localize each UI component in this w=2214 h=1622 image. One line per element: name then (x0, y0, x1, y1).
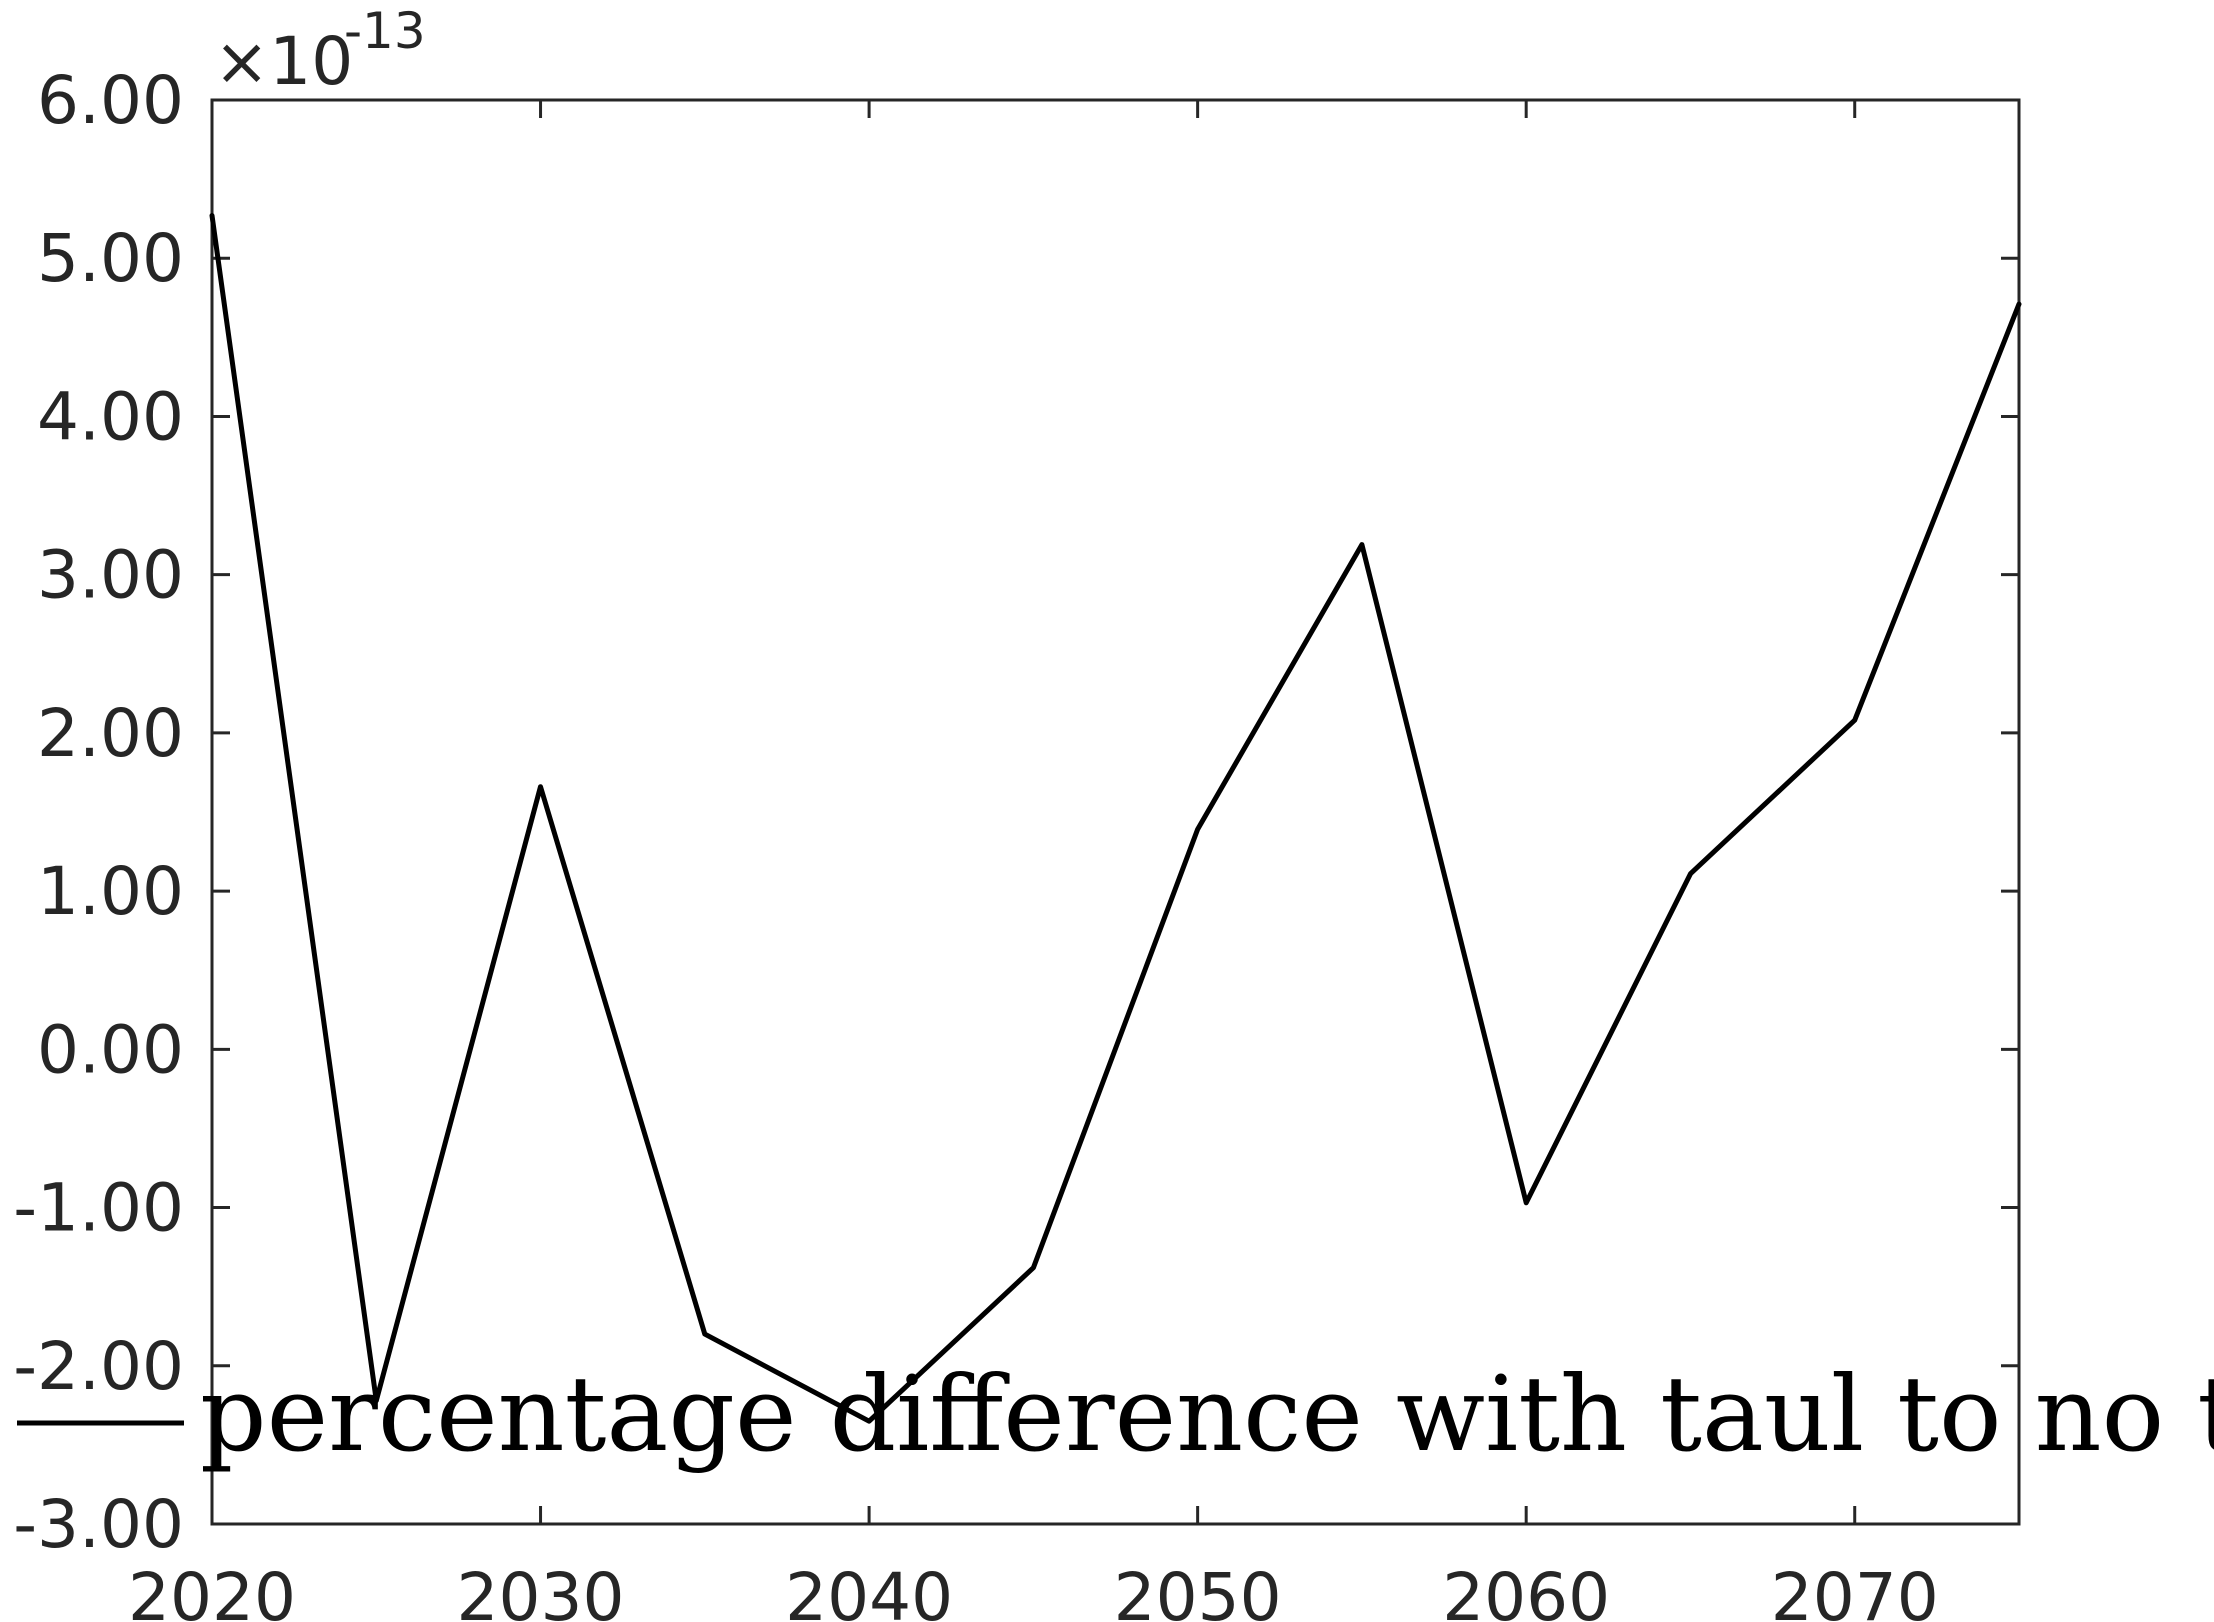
y-exponent-power: -13 (344, 2, 426, 60)
y-tick-label: 2.00 (37, 695, 184, 772)
plot-area (210, 98, 2021, 1526)
x-tick-label: 2030 (457, 1559, 625, 1622)
y-tick-label: 5.00 (37, 220, 184, 297)
legend: percentage difference with taul to no ta… (17, 1353, 2214, 1475)
x-tick-label: 2070 (1771, 1559, 1939, 1622)
legend-entry-label: percentage difference with taul to no ta… (200, 1353, 2214, 1475)
y-tick-label: -1.00 (13, 1170, 184, 1247)
y-tick-label: -2.00 (13, 1328, 184, 1405)
plot-frame (210, 98, 2021, 1526)
series-layer (209, 213, 2022, 1424)
x-tick-label: 2040 (785, 1559, 953, 1622)
y-axis: -3.00 -2.00 -1.00 0.00 1.00 2.00 3.00 4.00 5.00 6… (13, 62, 2019, 1563)
x-tick-label: 2020 (128, 1559, 296, 1622)
series-line-0 (209, 213, 2022, 1424)
y-tick-label: 1.00 (37, 853, 184, 930)
y-tick-label: 0.00 (37, 1011, 184, 1088)
x-tick-label: 2050 (1114, 1559, 1282, 1622)
y-tick-label: 6.00 (37, 62, 184, 139)
y-tick-label: 3.00 (37, 537, 184, 614)
x-axis: 2020 2030 2040 2050 2060 2070 (128, 100, 1939, 1622)
x-tick-label: 2060 (1442, 1559, 1610, 1622)
y-axis-exponent: ×10 -13 (214, 2, 426, 100)
y-tick-label: -3.00 (13, 1486, 184, 1563)
y-exponent-base: ×10 (214, 23, 353, 100)
y-tick-label: 4.00 (37, 378, 184, 455)
